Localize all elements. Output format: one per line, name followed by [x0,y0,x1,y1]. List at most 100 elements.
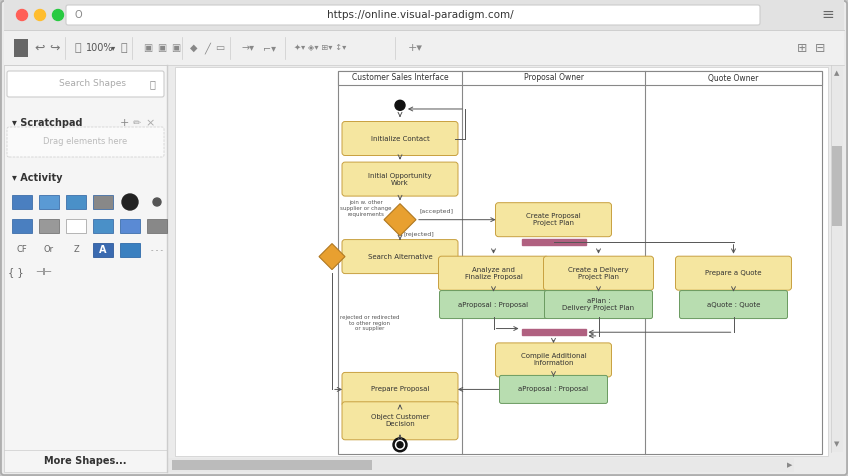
Text: Object Customer
Decision: Object Customer Decision [371,414,429,427]
Bar [120,219,140,233]
Text: ≡: ≡ [822,8,834,22]
Text: 🔍: 🔍 [75,43,81,53]
Text: ✦▾ ◈▾ ⊞▾ ↕▾: ✦▾ ◈▾ ⊞▾ ↕▾ [293,43,346,52]
Text: ╱: ╱ [204,42,210,54]
Text: https://online.visual-paradigm.com/: https://online.visual-paradigm.com/ [326,10,513,20]
Text: →▾: →▾ [242,43,254,53]
Text: ▾: ▾ [111,43,115,52]
Text: ✏: ✏ [133,118,141,128]
Bar [66,195,86,209]
FancyBboxPatch shape [495,203,611,237]
Text: ⊣⊢: ⊣⊢ [36,267,53,277]
Text: Quote Owner: Quote Owner [708,73,759,82]
Text: More Shapes...: More Shapes... [44,456,126,466]
Text: Compile Additional
Information: Compile Additional Information [521,353,586,367]
Text: Prepare Proposal: Prepare Proposal [371,387,429,392]
FancyBboxPatch shape [342,372,458,407]
Polygon shape [319,244,345,269]
Bar [120,243,140,257]
Circle shape [397,442,403,448]
Text: O: O [74,10,81,20]
FancyBboxPatch shape [544,290,652,318]
Text: ↪: ↪ [50,41,60,54]
Text: Initial Opportunity
Work: Initial Opportunity Work [368,173,432,186]
Bar [4,30,844,65]
Circle shape [35,10,46,20]
FancyBboxPatch shape [342,162,458,196]
Text: 100%: 100% [86,43,114,53]
Text: ▼: ▼ [834,441,840,447]
Text: ▶: ▶ [787,462,793,468]
Bar [167,458,794,472]
Text: ▭: ▭ [215,43,225,53]
Bar [338,71,822,85]
Text: { }: { } [8,267,24,277]
Text: +▾: +▾ [408,43,422,53]
FancyBboxPatch shape [7,127,164,157]
FancyBboxPatch shape [342,121,458,156]
Text: A: A [99,245,107,255]
Bar [175,67,828,456]
Text: ×: × [145,118,154,128]
Bar [93,243,113,257]
Bar [4,0,844,30]
Text: ⌐▾: ⌐▾ [264,43,276,53]
Text: rejected or redirected
to other region
or supplier: rejected or redirected to other region o… [340,315,399,331]
Text: +: + [120,118,129,128]
Text: ▣: ▣ [143,43,153,53]
FancyBboxPatch shape [439,290,548,318]
Text: aProposal : Proposal: aProposal : Proposal [459,302,528,307]
Text: ⊟: ⊟ [815,41,825,54]
Bar [831,65,843,452]
Text: Or: Or [44,246,54,255]
Bar [338,71,822,454]
Bar [39,219,59,233]
Circle shape [395,440,404,449]
Text: 🔍: 🔍 [120,43,127,53]
Text: ▣: ▣ [158,43,166,53]
FancyBboxPatch shape [66,5,760,25]
Bar [93,195,113,209]
Text: Search Shapes: Search Shapes [59,79,126,89]
Text: Customer Sales Interface: Customer Sales Interface [352,73,449,82]
Text: CF: CF [17,246,27,255]
Text: ▾ Scratchpad: ▾ Scratchpad [12,118,82,128]
Text: ◆: ◆ [190,43,198,53]
Bar [832,146,842,226]
Bar [172,460,372,470]
Text: Proposal Owner: Proposal Owner [523,73,583,82]
Circle shape [395,100,405,110]
Bar [66,219,86,233]
Bar [14,39,28,57]
FancyBboxPatch shape [676,256,791,290]
Text: Create a Delivery
Project Plan: Create a Delivery Project Plan [568,267,629,280]
FancyBboxPatch shape [438,256,549,290]
Polygon shape [384,204,416,236]
Bar [4,65,167,472]
Circle shape [16,10,27,20]
Bar [93,219,113,233]
Text: ▾ Activity: ▾ Activity [12,173,63,183]
Text: Prepare a Quote: Prepare a Quote [706,270,762,276]
Text: - - -: - - - [151,247,163,253]
FancyBboxPatch shape [7,71,164,97]
Bar [522,239,585,245]
Bar [522,329,585,335]
Text: Z: Z [73,246,79,255]
Text: ↩: ↩ [35,41,45,54]
FancyBboxPatch shape [499,376,607,404]
Text: ▣: ▣ [171,43,181,53]
Bar [12,219,32,233]
Circle shape [122,194,138,210]
Text: aQuote : Quote: aQuote : Quote [707,302,760,307]
Text: Analyze and
Finalize Proposal: Analyze and Finalize Proposal [465,267,522,280]
Circle shape [53,10,64,20]
Bar [39,195,59,209]
FancyBboxPatch shape [495,343,611,377]
Text: ⊞: ⊞ [797,41,807,54]
Text: Initialize Contact: Initialize Contact [371,136,429,141]
Text: aPlan :
Delivery Project Plan: aPlan : Delivery Project Plan [562,298,634,311]
FancyBboxPatch shape [342,402,458,440]
FancyBboxPatch shape [342,239,458,274]
Bar [147,219,167,233]
